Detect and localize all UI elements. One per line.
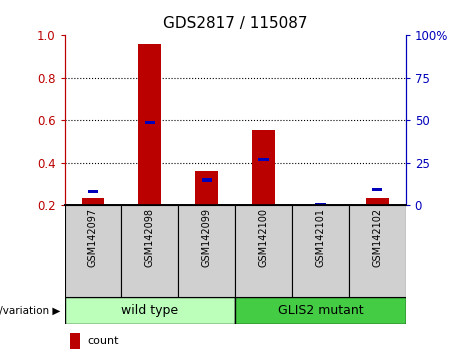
Bar [65, 297, 235, 324]
Text: GSM142099: GSM142099 [201, 208, 212, 267]
Bar [292, 205, 349, 297]
Text: GLIS2 mutant: GLIS2 mutant [278, 304, 363, 317]
Bar [315, 203, 325, 206]
Bar [349, 205, 406, 297]
Text: genotype/variation ▶: genotype/variation ▶ [0, 306, 60, 316]
Bar [121, 205, 178, 297]
Bar [235, 205, 292, 297]
Bar [201, 178, 212, 182]
Bar [366, 198, 389, 205]
Bar [65, 205, 121, 297]
Text: wild type: wild type [121, 304, 178, 317]
Bar [88, 190, 98, 193]
Bar [195, 171, 218, 205]
Text: GSM142101: GSM142101 [315, 208, 325, 267]
Bar [259, 158, 269, 161]
Text: GSM142100: GSM142100 [259, 208, 269, 267]
Text: count: count [88, 336, 119, 347]
Bar [372, 188, 382, 191]
Bar [252, 130, 275, 205]
Bar [138, 44, 161, 205]
Bar [82, 198, 104, 205]
Bar [145, 121, 155, 124]
Text: GSM142098: GSM142098 [145, 208, 155, 267]
Text: GSM142097: GSM142097 [88, 208, 98, 267]
Bar [235, 297, 406, 324]
Bar [178, 205, 235, 297]
Bar [70, 333, 81, 349]
Text: GSM142102: GSM142102 [372, 208, 382, 267]
Title: GDS2817 / 115087: GDS2817 / 115087 [163, 16, 307, 32]
